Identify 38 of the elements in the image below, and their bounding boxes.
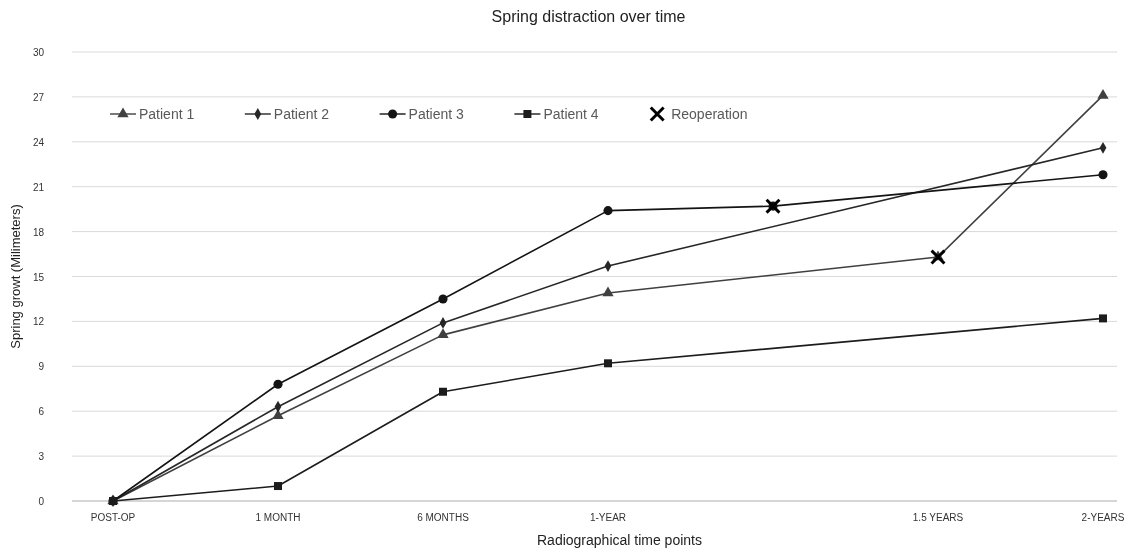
y-tick-label: 21 — [32, 181, 45, 193]
legend-label: Patient 1 — [139, 106, 195, 122]
y-tick-label: 30 — [32, 47, 45, 58]
legend-label: Patient 2 — [273, 106, 330, 122]
x-tick-label: 2-YEARS — [1081, 512, 1125, 523]
y-tick-label: 12 — [32, 316, 45, 328]
legend-label: Reoperation — [671, 106, 748, 122]
point — [604, 359, 612, 368]
y-tick-label: 3 — [38, 451, 45, 463]
point — [274, 482, 282, 491]
point — [1097, 88, 1109, 99]
x-tick-label: 1-YEAR — [589, 512, 627, 523]
x-tick-label: 1 MONTH — [255, 512, 301, 523]
point — [273, 379, 283, 389]
x-tick-label: 1.5 YEARS — [912, 512, 964, 523]
point — [1099, 314, 1107, 323]
legend-label: Patient 3 — [408, 106, 465, 122]
point — [765, 198, 781, 215]
y-tick-label: 24 — [32, 136, 45, 148]
point — [439, 387, 447, 396]
point — [930, 249, 946, 265]
point — [602, 286, 614, 297]
y-tick-label: 15 — [32, 271, 45, 283]
y-tick-label: 6 — [38, 406, 45, 418]
x-axis-title: Radiographical time points — [537, 532, 702, 548]
point — [438, 294, 448, 304]
point — [437, 328, 449, 339]
y-tick-label: 9 — [38, 361, 45, 373]
point — [603, 206, 613, 216]
y-tick-label: 27 — [32, 91, 45, 103]
chart-title: Spring distraction over time — [491, 8, 686, 25]
x-tick-label: 6 MONTHS — [417, 512, 470, 523]
legend-label: Patient 4 — [543, 106, 599, 122]
y-axis-title: Spring growt (Milimeters) — [8, 204, 23, 349]
y-tick-label: 0 — [38, 496, 45, 507]
x-tick-label: POST-OP — [90, 512, 136, 523]
y-tick-label: 18 — [32, 226, 45, 238]
point — [1098, 170, 1108, 180]
